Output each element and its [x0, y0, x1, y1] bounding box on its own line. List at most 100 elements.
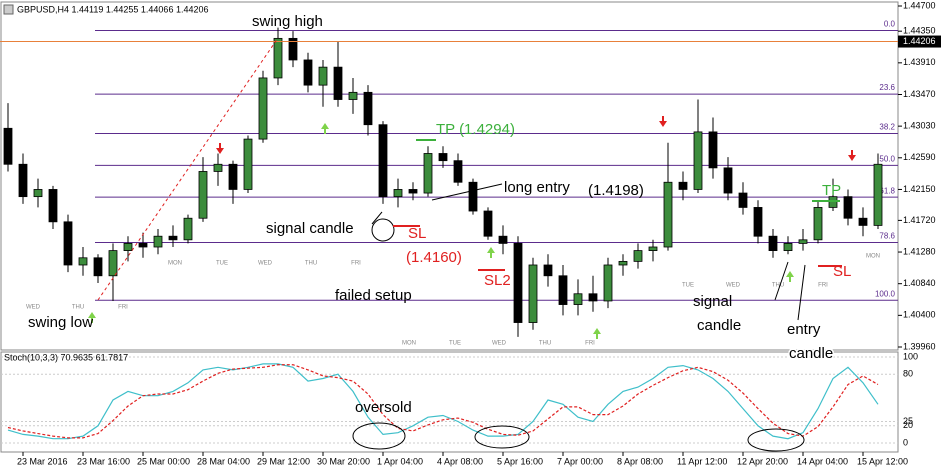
x-tick-label: 23 Mar 16:00 [77, 456, 130, 466]
candle-body [228, 163, 238, 190]
day-label: FRI [118, 305, 128, 311]
x-tick-label: 1 Apr 04:00 [377, 456, 423, 466]
annotation: swing high [252, 13, 323, 30]
y-tick-label: 1.42590 [903, 152, 936, 162]
candle-body [348, 91, 358, 100]
fib-label: 100.0 [875, 289, 896, 298]
day-label: THU [539, 341, 551, 347]
stoch-pane [0, 351, 899, 453]
y-tick-label: 1.43910 [903, 57, 936, 67]
fib-label: 0.0 [884, 20, 896, 29]
x-tick-label: 29 Mar 12:00 [257, 456, 310, 466]
x-tick-label: 5 Apr 16:00 [497, 456, 543, 466]
y-tick-label: 25 [903, 416, 913, 426]
x-tick-label: 25 Mar 00:00 [137, 456, 190, 466]
day-label: FRI [818, 283, 828, 289]
candle-body [738, 192, 748, 208]
candle-body [453, 160, 463, 183]
y-tick-label: 20 [903, 420, 913, 430]
candle-body [603, 264, 613, 302]
fib-label: 23.6 [879, 83, 895, 92]
candle-body [198, 171, 208, 219]
y-tick-label: 1.42150 [903, 184, 936, 194]
pointer-lines [371, 183, 806, 321]
annotation: signal [693, 293, 732, 310]
day-label: TUE [216, 261, 228, 267]
candle-body [633, 250, 643, 262]
candle-body [693, 131, 703, 190]
candle-body [468, 181, 478, 212]
candle-body [513, 243, 523, 323]
candle-body [573, 293, 583, 305]
day-label: FRI [585, 341, 595, 347]
annotation: candle [697, 317, 741, 334]
x-tick-label: 14 Apr 04:00 [797, 456, 848, 466]
candle-body [168, 235, 178, 241]
current-price-box [898, 35, 941, 48]
candle-body [663, 181, 673, 248]
annotation: (1.4160) [406, 249, 462, 266]
day-label: FRI [351, 261, 361, 267]
fib-label: 61.8 [879, 186, 895, 195]
annotation: SL2 [484, 272, 511, 289]
candle-body [333, 66, 343, 100]
candle-body [48, 189, 58, 223]
y-tick-label: 100 [903, 351, 918, 361]
annotation: SL [408, 225, 426, 242]
y-tick-label: 1.39960 [903, 341, 936, 351]
annotation: entry [787, 321, 821, 338]
annotation: signal candle [266, 220, 354, 237]
day-label: WED [26, 305, 41, 311]
y-tick-label: 1.41720 [903, 215, 936, 225]
sl-lines [393, 225, 842, 271]
price-pane [0, 1, 899, 351]
day-label: THU [772, 283, 784, 289]
candle-body [543, 264, 553, 277]
day-label: TUE [682, 283, 694, 289]
candle-body [723, 167, 733, 194]
candle-body [708, 131, 718, 169]
candle-body [3, 127, 13, 165]
sell-arrows [216, 116, 856, 161]
annotation: swing low [28, 314, 93, 331]
candle-body [213, 163, 223, 172]
x-tick-label: 8 Apr 08:00 [617, 456, 663, 466]
x-tick-label: 15 Apr 12:00 [857, 456, 908, 466]
current-price-label: 1.44206 [903, 36, 936, 46]
candle-body [93, 257, 103, 277]
candle-body [378, 124, 388, 198]
y-tick-label: 1.44700 [903, 0, 936, 10]
annotation: TP (1.4294) [436, 121, 515, 138]
y-tick-label: 1.40840 [903, 278, 936, 288]
candle-body [648, 246, 658, 251]
candle-body [288, 37, 298, 61]
candle-body [783, 243, 793, 251]
candle-body [18, 163, 28, 198]
x-tick-label: 4 Apr 08:00 [437, 456, 483, 466]
candle-body [183, 217, 193, 241]
candle-body [423, 153, 433, 194]
fib-label: 38.2 [879, 123, 895, 132]
candle-body [438, 153, 448, 162]
candle-body [498, 235, 508, 244]
day-label: THU [305, 261, 317, 267]
candle-body [588, 293, 598, 302]
buy-arrows [88, 123, 794, 339]
candle-body [108, 250, 118, 277]
candle-body [843, 196, 853, 219]
oversold-ring [474, 425, 530, 449]
y-tick-label: 80 [903, 369, 913, 379]
candle-body [483, 210, 493, 237]
annotation: (1.4198) [588, 182, 644, 199]
candle-body [828, 196, 838, 208]
x-tick-label: 7 Apr 00:00 [557, 456, 603, 466]
day-label: THU [72, 305, 84, 311]
candle-body [258, 77, 268, 140]
stoch-line [7, 364, 879, 439]
fib-label: 50.0 [879, 154, 895, 163]
candle-body [753, 207, 763, 237]
annotation: TP [822, 182, 841, 199]
